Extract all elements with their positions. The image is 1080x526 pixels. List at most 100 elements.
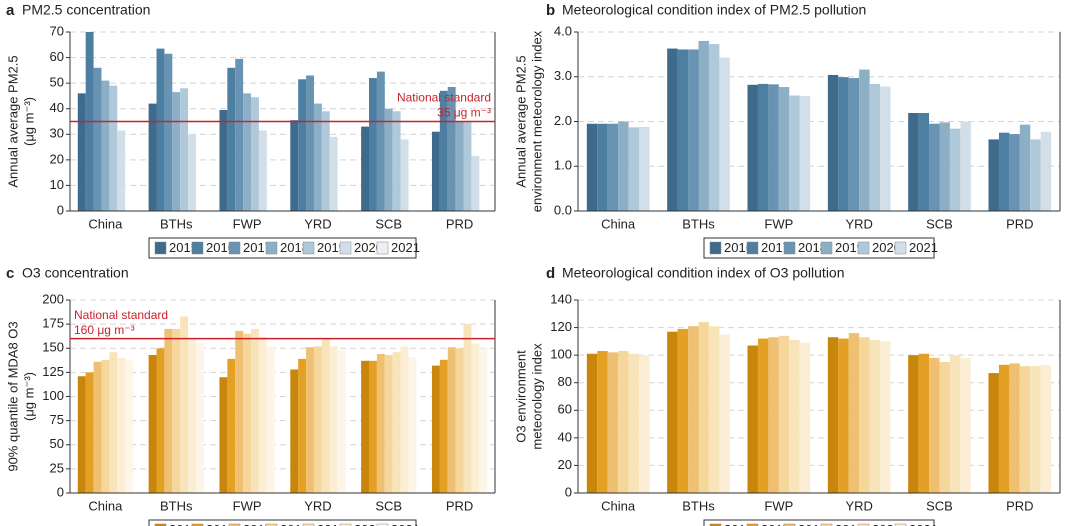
legend-box	[703, 519, 935, 526]
bar	[251, 328, 259, 493]
legend-swatch	[820, 523, 833, 526]
bar	[827, 337, 839, 493]
bar	[117, 357, 126, 493]
bar	[251, 97, 259, 211]
legend-label: 2017	[761, 240, 790, 255]
legend-swatch	[191, 523, 204, 526]
bar	[1019, 124, 1031, 211]
legend-swatch	[783, 523, 796, 526]
bar	[677, 49, 689, 211]
bar	[918, 353, 930, 493]
bar	[408, 356, 417, 493]
bar	[164, 53, 173, 211]
panel-title: Meteorological condition index of PM2.5 …	[562, 2, 866, 18]
bar	[479, 348, 488, 493]
y-tick-label: 60	[558, 402, 572, 417]
x-tick-label: BTHs	[160, 216, 193, 231]
bar	[960, 357, 971, 493]
bar	[949, 128, 961, 211]
bar	[290, 369, 299, 493]
y-axis-label: Annual average PM2.5	[5, 55, 20, 187]
bar	[719, 334, 730, 493]
bar	[455, 121, 464, 211]
legend-label: 2015	[169, 240, 198, 255]
y-tick-label: 75	[50, 412, 64, 427]
bar	[329, 346, 338, 493]
x-tick-label: SCB	[375, 216, 402, 231]
y-axis-label: (μg m⁻³)	[21, 372, 36, 421]
bar	[439, 90, 448, 211]
bar	[337, 350, 346, 493]
x-tick-label: FWP	[233, 498, 262, 513]
legend-swatch	[265, 523, 278, 526]
bar	[939, 362, 950, 493]
legend-label: 2019	[835, 240, 864, 255]
bar	[447, 347, 456, 493]
bar	[125, 359, 134, 493]
legend-label: 2020	[354, 522, 383, 526]
legend-label: 2021	[391, 522, 420, 526]
bar	[77, 376, 86, 493]
bar	[235, 330, 244, 493]
bar	[195, 343, 204, 493]
legend-label: 2018	[280, 240, 309, 255]
bar	[290, 120, 299, 211]
bar	[597, 351, 608, 493]
y-tick-label: 1.0	[554, 158, 572, 173]
x-tick-label: YRD	[845, 498, 872, 513]
bar	[586, 123, 598, 211]
x-tick-label: YRD	[845, 216, 872, 231]
y-tick-label: 2.0	[554, 113, 572, 128]
bar	[688, 326, 699, 493]
y-tick-label: 100	[550, 347, 572, 362]
legend-swatch	[265, 241, 278, 255]
legend-label: 2015	[169, 522, 198, 526]
bar	[698, 40, 709, 212]
legend-swatch	[857, 523, 870, 526]
legend-swatch	[154, 523, 167, 526]
legend-swatch	[376, 241, 389, 255]
x-tick-label: BTHs	[682, 498, 715, 513]
legend-swatch	[746, 241, 759, 255]
legend-label: 2020	[872, 522, 901, 526]
bar	[306, 347, 314, 493]
bar	[93, 67, 102, 211]
bar	[929, 123, 940, 211]
x-tick-label: FWP	[233, 216, 262, 231]
bar	[235, 58, 244, 211]
panel-letter: a	[6, 2, 15, 19]
x-tick-label: China	[88, 216, 123, 231]
x-tick-label: BTHs	[160, 498, 193, 513]
bar	[1009, 363, 1020, 493]
bar	[918, 112, 930, 211]
bar	[838, 77, 849, 211]
bar	[384, 108, 393, 211]
bar	[85, 372, 94, 493]
legend-label: 2019	[317, 522, 346, 526]
y-tick-label: 20	[558, 457, 572, 472]
y-tick-label: 50	[50, 436, 64, 451]
x-tick-label: SCB	[375, 498, 402, 513]
bar	[998, 364, 1010, 493]
bar	[929, 357, 940, 493]
bar	[156, 48, 165, 211]
bar	[188, 134, 196, 211]
bar	[109, 85, 118, 211]
y-tick-label: 50	[50, 75, 64, 90]
y-tick-label: 40	[50, 100, 64, 115]
bar	[1019, 366, 1031, 493]
bar	[431, 131, 440, 211]
reference-label: 160 μg m⁻³	[74, 323, 135, 337]
bar	[586, 353, 598, 493]
legend-swatch	[709, 241, 722, 255]
bar	[859, 69, 870, 211]
bar	[180, 88, 189, 211]
x-tick-label: YRD	[304, 498, 331, 513]
reference-label: National standard	[397, 91, 491, 105]
bar	[939, 122, 950, 211]
y-axis-label: O3 environment	[513, 350, 528, 443]
bar	[148, 355, 157, 493]
bar	[880, 86, 891, 211]
legend-swatch	[894, 241, 907, 255]
x-tick-label: SCB	[926, 216, 953, 231]
